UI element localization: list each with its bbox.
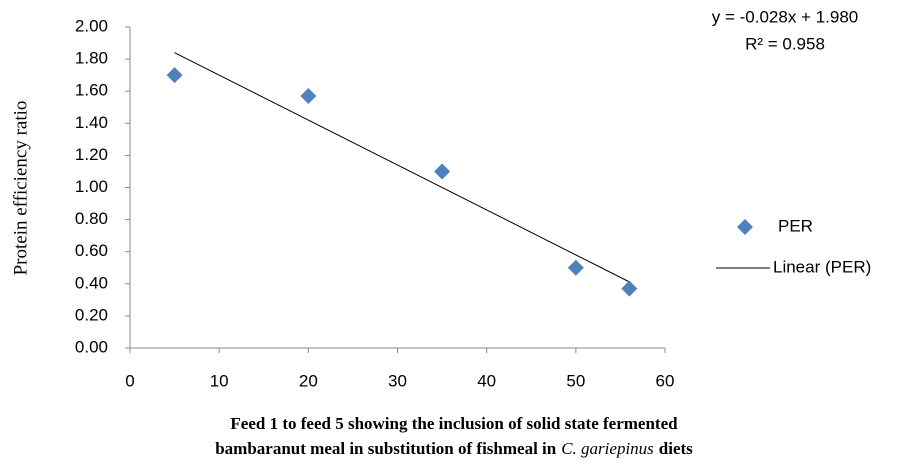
marker bbox=[300, 88, 317, 105]
y-tick-label: 1.40 bbox=[75, 113, 108, 132]
y-tick-label: 0.40 bbox=[75, 273, 108, 292]
x-tick-label: 40 bbox=[477, 371, 496, 390]
marker bbox=[166, 67, 183, 84]
marker bbox=[621, 280, 638, 297]
x-tick-label: 60 bbox=[656, 371, 675, 390]
legend-label: PER bbox=[778, 216, 813, 235]
legend-marker bbox=[737, 219, 753, 235]
y-tick-label: 0.00 bbox=[75, 337, 108, 356]
marker bbox=[567, 259, 584, 276]
y-tick-label: 0.20 bbox=[75, 305, 108, 324]
trendline bbox=[174, 52, 630, 283]
y-tick-label: 1.80 bbox=[75, 49, 108, 68]
y-tick-label: 1.20 bbox=[75, 145, 108, 164]
x-axis-title: bambaranut meal in substitution of fishm… bbox=[215, 439, 693, 458]
y-tick-label: 0.80 bbox=[75, 209, 108, 228]
x-tick-label: 0 bbox=[125, 371, 134, 390]
x-axis-title: Feed 1 to feed 5 showing the inclusion o… bbox=[230, 414, 678, 433]
y-tick-label: 0.60 bbox=[75, 241, 108, 260]
x-tick-label: 30 bbox=[388, 371, 407, 390]
y-axis-title: Protein efficiency ratio bbox=[10, 101, 31, 276]
x-tick-label: 20 bbox=[299, 371, 318, 390]
legend-label: Linear (PER) bbox=[773, 257, 871, 276]
x-axis-title-italic: C. gariepinus bbox=[561, 439, 654, 458]
x-tick-label: 50 bbox=[566, 371, 585, 390]
x-axis-title-part: diets bbox=[659, 439, 693, 458]
x-axis-title-part: bambaranut meal in substitution of fishm… bbox=[215, 439, 557, 458]
trendline-equation: y = -0.028x + 1.980 bbox=[712, 7, 859, 26]
y-tick-label: 1.60 bbox=[75, 81, 108, 100]
trendline-r-squared: R² = 0.958 bbox=[745, 34, 825, 53]
y-tick-label: 1.00 bbox=[75, 177, 108, 196]
y-tick-label: 2.00 bbox=[75, 16, 108, 35]
x-tick-label: 10 bbox=[210, 371, 229, 390]
marker bbox=[434, 163, 451, 180]
